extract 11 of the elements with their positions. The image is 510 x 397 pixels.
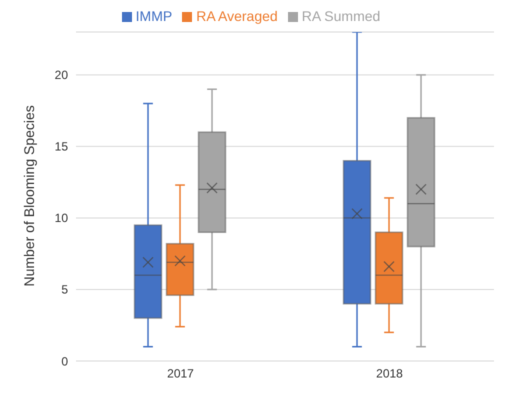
y-tick-label: 0 <box>61 354 68 368</box>
legend-label: RA Averaged <box>196 8 278 24</box>
y-tick-label: 15 <box>54 140 68 154</box>
y-tick-label: 20 <box>54 68 68 82</box>
legend-label: IMMP <box>136 8 172 24</box>
x-tick-label: 2017 <box>167 366 194 381</box>
y-tick-label: 10 <box>54 211 68 226</box>
y-axis-title: Number of Blooming Species <box>20 105 37 286</box>
legend-label: RA Summed <box>302 8 380 24</box>
y-tick-label: 5 <box>61 282 68 297</box>
x-tick-label: 2018 <box>376 366 404 381</box>
